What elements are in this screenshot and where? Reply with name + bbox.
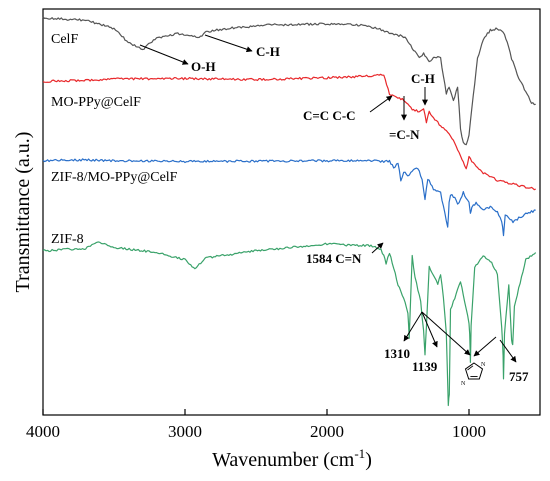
oh-arrow bbox=[139, 44, 189, 65]
annotation-cn2: 1584 C=N bbox=[306, 251, 362, 266]
annotation-cc: C=C C-C bbox=[303, 108, 356, 123]
annotation-ch1: C-H bbox=[256, 44, 280, 59]
x-axis-title-superscript: -1 bbox=[354, 446, 365, 461]
series-line-zif-8-mo-ppy-celf bbox=[42, 158, 536, 237]
imidazole-ring-icon: N N bbox=[461, 362, 486, 387]
series-label-zif8-mo-ppy-celf: ZIF-8/MO-PPy@CelF bbox=[51, 170, 178, 185]
ring-arrow-757b bbox=[499, 339, 517, 363]
series-line-mo-ppy-celf bbox=[42, 73, 536, 191]
annotation-1310: 1310 bbox=[384, 346, 410, 361]
series-layer bbox=[42, 16, 537, 407]
series-label-zif8: ZIF-8 bbox=[51, 232, 84, 247]
x-axis-ticks: 4000 3000 2000 1000 bbox=[26, 409, 486, 441]
ring-arrow-1139 bbox=[421, 311, 438, 348]
ring-arrow-757 bbox=[473, 336, 497, 357]
series-label-celf: CelF bbox=[51, 32, 78, 47]
series-line-celf bbox=[42, 16, 536, 146]
annotation-1139: 1139 bbox=[412, 359, 438, 374]
plot-frame bbox=[42, 8, 541, 416]
y-axis-title: Transmittance (a.u.) bbox=[12, 132, 34, 293]
annotations: O-H C-H C-H C=C C-C =C-N 1584 C=N 1310 1… bbox=[139, 34, 529, 387]
ring-arrow-imidazole bbox=[421, 311, 471, 356]
annotation-cn: =C-N bbox=[389, 127, 420, 142]
cn2-arrow bbox=[371, 242, 384, 254]
annotation-757: 757 bbox=[509, 369, 529, 384]
x-tick-label: 1000 bbox=[452, 422, 486, 441]
x-tick-label: 3000 bbox=[168, 422, 202, 441]
x-axis-title-end: ) bbox=[365, 449, 372, 471]
series-label-mo-ppy-celf: MO-PPy@CelF bbox=[51, 95, 141, 110]
ch1-arrow bbox=[204, 34, 253, 53]
x-tick-label: 4000 bbox=[26, 422, 60, 441]
cc-arrow bbox=[369, 95, 393, 113]
annotation-oh: O-H bbox=[191, 59, 216, 74]
x-tick-label: 2000 bbox=[310, 422, 344, 441]
annotation-ch2: C-H bbox=[411, 71, 435, 86]
ring-arrow-1310 bbox=[403, 311, 423, 342]
svg-text:N: N bbox=[461, 381, 466, 387]
x-axis-title: Wavenumber (cm-1) bbox=[212, 446, 372, 471]
svg-text:N: N bbox=[481, 362, 486, 368]
series-line-zif-8 bbox=[42, 241, 537, 407]
